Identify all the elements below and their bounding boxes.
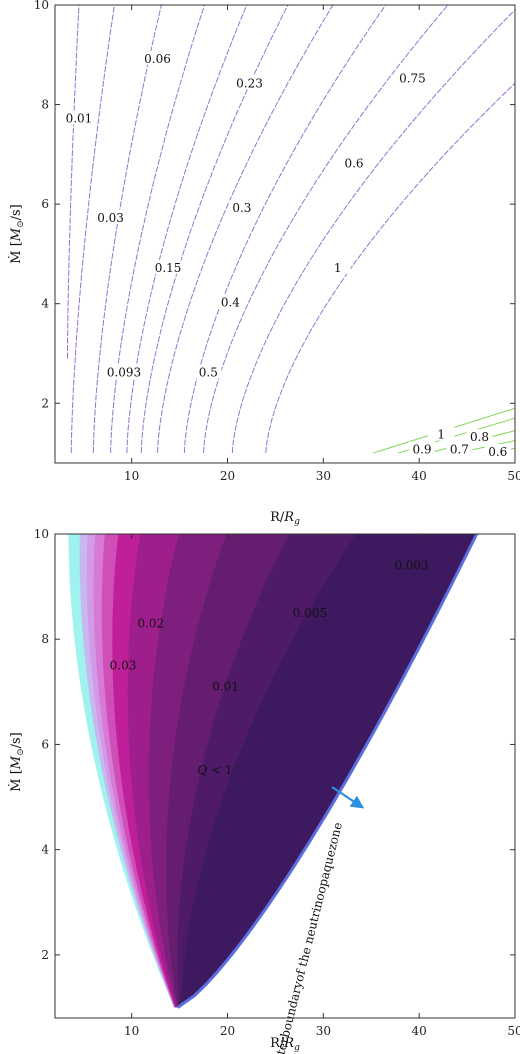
contour-label-bg — [144, 50, 171, 65]
contour-label: 0.7 — [450, 443, 469, 457]
panel-2-x-tick-label: 40 — [412, 1024, 427, 1038]
contour-label: 0.4 — [221, 296, 240, 310]
contour-line — [183, 5, 387, 454]
panel-2-x-tick-label: 50 — [507, 1024, 520, 1038]
panel-2-x-tick-label: 20 — [220, 1024, 235, 1038]
contour-line — [157, 5, 334, 454]
contour-label-bg — [195, 364, 222, 379]
contour-label: 0.03 — [110, 659, 137, 673]
contour-label-bg — [111, 364, 137, 379]
panel-2-y-tick-label: 8 — [41, 632, 49, 646]
panel-2-y-tick-label: 2 — [41, 948, 49, 962]
contour-label-bg — [97, 210, 124, 225]
panel-1-y-axis-label: Ṁ [M⊙/s] — [7, 204, 26, 264]
contour-label: 0.6 — [344, 156, 363, 170]
contour-label-bg — [217, 294, 244, 309]
contour-label: 0.6 — [488, 445, 507, 459]
contour-label-bg — [409, 441, 436, 456]
panel-1-x-axis-label: R/Rg — [270, 510, 300, 527]
panel-2-x-axis-label: R/Rg — [270, 1036, 300, 1053]
panel-2-y-tick-label: 10 — [34, 527, 49, 541]
contour-line — [110, 5, 205, 454]
panel-2-y-tick-label: 4 — [41, 843, 49, 857]
contour-label: 0.01 — [66, 112, 93, 126]
contour-label: 0.5 — [199, 365, 218, 379]
panel-1-x-tick-label: 30 — [316, 469, 331, 483]
panel-1-x-tick-label: 40 — [412, 469, 427, 483]
panel-1-contour-lines — [67, 5, 515, 454]
panel-2-frame — [54, 533, 516, 1019]
contour-label: 1 — [437, 428, 445, 442]
boundary-arrow — [331, 786, 365, 809]
contour-label: 0.06 — [144, 52, 171, 66]
panel-1-frame — [54, 4, 516, 464]
contour-label: 0.23 — [236, 77, 263, 91]
contour-line — [67, 5, 80, 359]
panel-1-x-tick-label: 50 — [507, 469, 520, 483]
contour-label: 0.8 — [470, 430, 489, 444]
panel-1-contour-labels: 0.01 0.06 0.03 0.15 0.093 0.23 0.3 0.4 0.5 0.6 0.7… — [65, 50, 511, 459]
panel-1-axis-ticks: 10 20 30 40 50 2 4 6 8 10 — [34, 0, 520, 483]
contour-label-bg — [399, 70, 426, 85]
contour-line — [92, 5, 162, 454]
contour-label-bg — [446, 441, 473, 456]
contour-label-bg — [484, 444, 511, 459]
contour-line — [265, 82, 515, 454]
panel-2-contour-labels: 0.003 0.005 0.02 0.03 0.01 — [110, 559, 429, 694]
contour-line — [70, 5, 115, 454]
contour-label-bg — [428, 426, 455, 441]
contour-label-bg — [236, 75, 263, 90]
contour-label: 0.003 — [394, 559, 428, 573]
contour-label: 0.15 — [155, 261, 182, 275]
panel-1-y-tick-label: 8 — [41, 98, 49, 112]
contour-label-bg — [466, 429, 493, 444]
contour-label: 0.093 — [107, 365, 141, 379]
panel-1-y-tick-label: 10 — [34, 0, 49, 12]
panel-1-y-tick-label: 2 — [41, 396, 49, 410]
panel-2-y-tick-label: 6 — [41, 737, 49, 751]
panel-2-x-tick-label: 30 — [316, 1024, 331, 1038]
contour-label-bg — [65, 110, 92, 125]
panel-1-y-tick-label: 6 — [41, 197, 49, 211]
panel-2-region-label: Q < 1 — [197, 763, 232, 777]
panel-1-y-tick-label: 4 — [41, 297, 49, 311]
contour-label: 0.02 — [137, 616, 164, 630]
panel-1-x-tick-label: 20 — [220, 469, 235, 483]
panel-1: 0.01 0.06 0.03 0.15 0.093 0.23 0.3 0.4 0.5 0.6 0.7… — [7, 0, 520, 527]
contour-label: 0.9 — [412, 443, 431, 457]
contour-label-bg — [155, 259, 182, 274]
panel-2-boundary-line — [176, 533, 479, 1009]
contour-line — [140, 5, 289, 454]
panel-1-x-tick-label: 10 — [124, 469, 139, 483]
contour-label-bg — [324, 259, 351, 274]
contour-label-bg — [228, 200, 255, 215]
contour-label-bg — [341, 155, 367, 170]
contour-line — [126, 5, 248, 454]
contour-label: 0.005 — [293, 606, 327, 620]
contour-label: 0.75 — [399, 72, 426, 86]
outer-boundary-line — [176, 533, 479, 1009]
panel-2-filled-bands — [68, 534, 477, 1008]
filled-band — [177, 534, 477, 1008]
contour-label: 0.01 — [212, 680, 239, 694]
contour-label: 0.3 — [232, 201, 251, 215]
contour-label: 0.03 — [97, 211, 124, 225]
panel-2-y-axis-label: Ṁ [M⊙/s] — [7, 732, 26, 792]
panel-2-axis-ticks: 10 20 30 40 50 2 4 6 8 10 — [34, 527, 520, 1038]
contour-label: 1 — [334, 261, 342, 275]
contour-line — [231, 9, 515, 454]
panel-2-x-tick-label: 10 — [124, 1024, 139, 1038]
